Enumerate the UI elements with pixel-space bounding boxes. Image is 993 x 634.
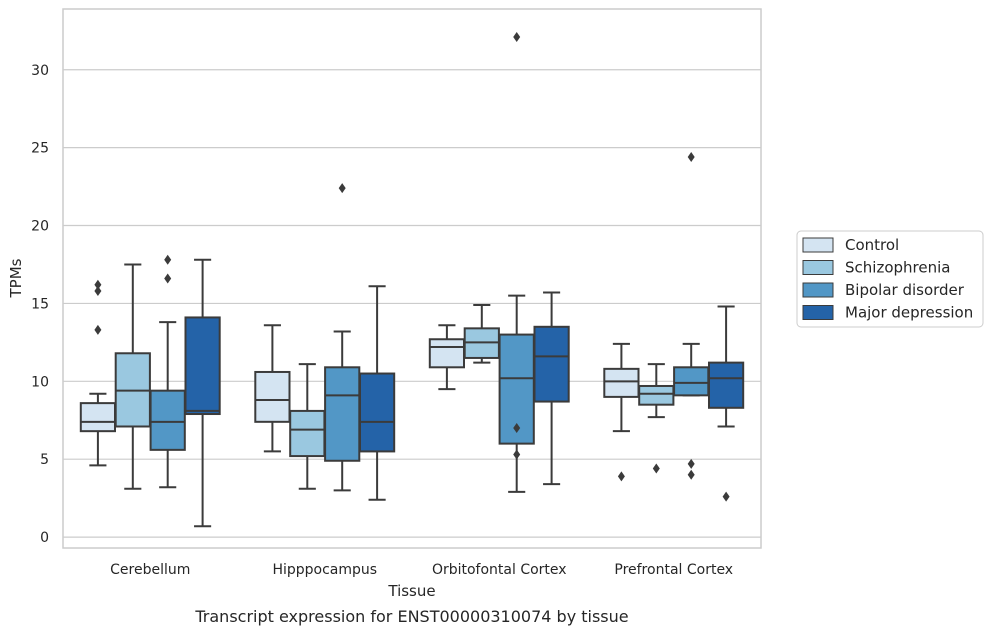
box-body [358,372,396,453]
outlier-point [513,32,521,43]
box-body [533,325,570,403]
y-tick-label: 0 [40,530,49,546]
box-bipolar-disorder [673,151,710,480]
outlier-point [617,471,625,482]
outlier-point [513,423,521,434]
legend-label: Control [845,236,899,254]
chart-caption: Transcript expression for ENST0000031007… [194,607,628,626]
outlier-point [687,458,695,469]
x-tick-labels: Cerebellum Hipppocampus Orbitofontal Corte… [110,562,733,578]
x-tick-label: Cerebellum [110,562,190,578]
box-major-depression [358,285,396,501]
x-tick-label: Orbitofontal Cortex [432,562,567,578]
box-body [673,366,710,397]
outlier-point [513,449,521,460]
y-tick-label: 15 [31,296,49,312]
box-body [638,384,675,406]
box-groups [79,32,745,528]
outlier-point [94,285,102,296]
box-control [254,324,291,453]
box-body [79,402,117,433]
box-body [428,338,466,369]
legend-swatch [802,260,834,275]
y-tick-labels: 0 5 10 15 20 25 30 [31,63,49,546]
plot-frame [62,8,762,549]
box-body [289,409,326,458]
x-tick-label: Prefrontal Cortex [614,562,733,578]
box-schizophrenia [114,263,151,490]
box-bipolar-disorder [149,254,186,489]
plot-area [63,9,761,548]
outlier-point [687,151,695,162]
legend-frame [796,230,984,328]
box-body [603,367,640,398]
box-body [184,316,221,416]
y-tick-label: 30 [31,63,49,79]
legend-swatch [802,305,834,320]
box-major-depression [184,258,221,528]
y-tick-label: 10 [31,374,49,390]
outlier-point [338,183,346,194]
box-body [707,361,745,409]
box-control [603,342,640,482]
grid-lines [63,69,761,538]
box-body [254,370,291,423]
y-axis-label: TPMs [7,258,25,298]
y-tick-label: 25 [31,141,49,157]
box-schizophrenia [289,363,326,490]
legend: Control Schizophrenia Bipolar disorder Majo… [796,230,984,328]
box-bipolar-disorder [498,32,535,493]
legend-swatch [802,237,834,253]
outlier-point [164,273,172,284]
box-major-depression [533,291,570,486]
outlier-point [722,491,730,502]
outlier-point [94,324,102,335]
outlier-point [164,254,172,265]
outlier-point [687,469,695,480]
outlier-point [652,463,660,474]
legend-label: Major depression [845,304,973,322]
box-major-depression [707,305,745,502]
box-schizophrenia [463,303,500,364]
x-axis-label: Tissue [387,582,435,600]
y-tick-label: 20 [31,219,49,235]
x-tick-label: Hipppocampus [272,562,377,578]
box-body [324,366,361,462]
legend-swatch [802,282,834,298]
legend-label: Bipolar disorder [845,281,965,299]
outlier-point [94,279,102,290]
legend-label: Schizophrenia [845,259,950,277]
y-tick-label: 5 [40,452,49,468]
box-body [149,389,186,451]
